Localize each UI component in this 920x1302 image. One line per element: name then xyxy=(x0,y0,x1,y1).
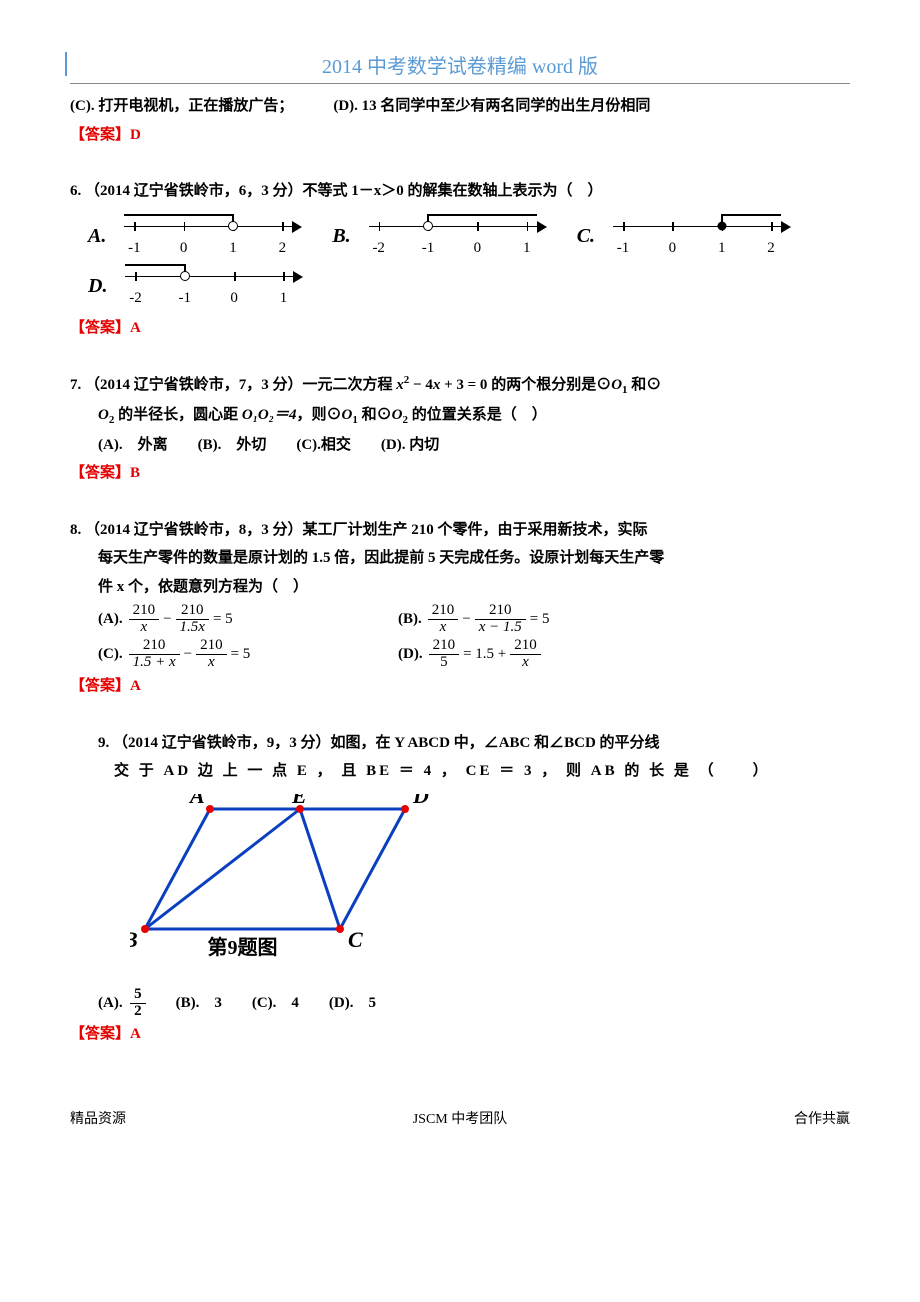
q7-block: 7. （2014 辽宁省铁岭市，7，3 分）一元二次方程 x2 − 4x + 3… xyxy=(70,370,850,488)
q8B-f2: 210x − 1.5 xyxy=(475,603,526,636)
q7-l2d: 和⊙ xyxy=(358,407,392,423)
q8A-f1: 210x xyxy=(129,603,160,636)
q7-o2b: O xyxy=(392,407,403,423)
svg-text:C: C xyxy=(348,927,363,952)
q7-optB: (B). 外切 xyxy=(198,431,267,460)
q7-answer-label: 【答案】 xyxy=(70,465,130,481)
q6-B-label: B. xyxy=(332,217,350,255)
q8-t1: （2014 辽宁省铁岭市，8，3 分）某工厂计划生产 210 个零件，由于采用新… xyxy=(85,522,648,538)
q5-block: (C). 打开电视机，正在播放广告； (D). 13 名同学中至少有两名同学的出… xyxy=(70,92,850,149)
q8-D: (D). xyxy=(398,640,423,669)
svg-text:A: A xyxy=(188,794,205,808)
q6-C-label: C. xyxy=(577,217,595,255)
q8D-op: = 1.5 + xyxy=(463,640,506,669)
q5-optD: (D). 13 名同学中至少有两名同学的出生月份相同 xyxy=(333,92,650,121)
q8C-f2: 210x xyxy=(196,638,227,671)
q8D-f1: 2105 xyxy=(429,638,460,671)
q7-optC: (C).相交 xyxy=(296,431,351,460)
q9-optD: (D). 5 xyxy=(329,989,376,1018)
q6-text: （2014 辽宁省铁岭市，6，3 分）不等式 1－x＞0 的解集在数轴上表示为（… xyxy=(85,183,603,199)
q7-and: 和⊙ xyxy=(628,377,662,393)
q8B-op: − xyxy=(462,605,470,634)
q9-answer-val: A xyxy=(130,1026,141,1042)
svg-text:E: E xyxy=(291,794,307,808)
q8-num: 8. xyxy=(70,522,81,538)
q7-answer-val: B xyxy=(130,465,140,481)
q8-C: (C). xyxy=(98,640,123,669)
svg-text:第9题图: 第9题图 xyxy=(208,935,278,959)
svg-text:D: D xyxy=(412,794,429,808)
q7-x1: x xyxy=(396,377,404,393)
q8C-rhs: = 5 xyxy=(231,640,251,669)
q9-optA: (A). xyxy=(98,989,123,1018)
q7-optD: (D). 内切 xyxy=(381,431,439,460)
q8-answer-val: A xyxy=(130,678,141,694)
q9-fracA: 52 xyxy=(130,987,146,1020)
q7-post: 的两个根分别是⊙ xyxy=(487,377,611,393)
q7-l2e: 的位置关系是（ ） xyxy=(408,407,547,423)
q7-l2c: ，则⊙ xyxy=(296,407,341,423)
footer-right: 合作共赢 xyxy=(794,1108,850,1128)
q8C-op: − xyxy=(184,640,192,669)
q7-l2b: 的半径长，圆心距 xyxy=(114,407,242,423)
q6-D-line: -2-101 xyxy=(113,262,303,310)
q6-D-label: D. xyxy=(88,267,107,305)
q8-t2: 每天生产零件的数量是原计划的 1.5 倍，因此提前 5 天完成任务。设原计划每天… xyxy=(98,550,664,566)
q8B-rhs: = 5 xyxy=(530,605,550,634)
header-suffix: 版 xyxy=(573,56,598,78)
q6-block: 6. （2014 辽宁省铁岭市，6，3 分）不等式 1－x＞0 的解集在数轴上表… xyxy=(70,177,850,342)
header-rule xyxy=(70,83,850,84)
q7-o1o2: O₁O₂＝4 xyxy=(242,407,297,423)
q5-answer-label: 【答案】 xyxy=(70,127,130,143)
footer-center: JSCM 中考团队 xyxy=(413,1108,508,1128)
q7-pre: （2014 辽宁省铁岭市，7，3 分）一元二次方程 xyxy=(85,377,396,393)
q9-answer-label: 【答案】 xyxy=(70,1026,130,1042)
q6-num: 6. xyxy=(70,183,81,199)
content-area: (C). 打开电视机，正在播放广告； (D). 13 名同学中至少有两名同学的出… xyxy=(70,92,850,1048)
q8B-f1: 210x xyxy=(428,603,459,636)
q9-text2: 交 于 AD 边 上 一 点 E ， 且 BE ＝ 4 ， CE ＝ 3 ， 则… xyxy=(114,763,771,779)
q7-o1b: O xyxy=(342,407,353,423)
header-word: word xyxy=(532,56,573,78)
q9-block: 9. （2014 辽宁省铁岭市，9，3 分）如图，在 Y ABCD 中，∠ABC… xyxy=(70,729,850,1049)
q9-optC: (C). 4 xyxy=(252,989,299,1018)
q7-p1: − 4 xyxy=(409,377,433,393)
q8-A: (A). xyxy=(98,605,123,634)
q9-figure: A E D B C 第9题图 xyxy=(130,794,850,980)
q9-optB: (B). 3 xyxy=(176,989,222,1018)
q5-answer-val: D xyxy=(130,127,141,143)
q9-num: 9. xyxy=(98,735,109,751)
q8D-f2: 210x xyxy=(510,638,541,671)
page-header: 2014 中考数学试卷精编 word 版 xyxy=(70,50,850,79)
q8C-f1: 2101.5 + x xyxy=(129,638,180,671)
footer: 精品资源 JSCM 中考团队 合作共赢 xyxy=(70,1108,850,1128)
q7-num: 7. xyxy=(70,377,81,393)
q6-B-line: -2-101 xyxy=(357,212,547,260)
q7-O1: O xyxy=(611,377,622,393)
q7-p2: + 3 = 0 xyxy=(440,377,487,393)
footer-left: 精品资源 xyxy=(70,1108,126,1128)
svg-text:B: B xyxy=(130,927,138,952)
q6-answer-label: 【答案】 xyxy=(70,320,130,336)
q8A-op: − xyxy=(163,605,171,634)
q8-B: (B). xyxy=(398,605,422,634)
q6-A-line: -1012 xyxy=(112,212,302,260)
q8A-rhs: = 5 xyxy=(213,605,233,634)
header-cn: 2014 中考数学试卷精编 xyxy=(322,56,532,78)
q7-optA: (A). 外离 xyxy=(98,431,168,460)
left-margin-bar xyxy=(65,52,67,76)
q8-t3: 件 x 个，依题意列方程为（ ） xyxy=(98,579,308,595)
q9-text: （2014 辽宁省铁岭市，9，3 分）如图，在 Y ABCD 中，∠ABC 和∠… xyxy=(113,735,660,751)
q8-block: 8. （2014 辽宁省铁岭市，8，3 分）某工厂计划生产 210 个零件，由于… xyxy=(70,516,850,701)
q6-C-line: -1012 xyxy=(601,212,791,260)
q6-A-label: A. xyxy=(88,217,106,255)
q6-answer-val: A xyxy=(130,320,141,336)
q6-numberlines: A.-1012 B.-2-101 C.-1012 D.-2-101 xyxy=(88,212,850,310)
q7-O2: O xyxy=(98,407,109,423)
q5-optC: (C). 打开电视机，正在播放广告； xyxy=(70,92,293,121)
q8A-f2: 2101.5x xyxy=(176,603,209,636)
q8-answer-label: 【答案】 xyxy=(70,678,130,694)
